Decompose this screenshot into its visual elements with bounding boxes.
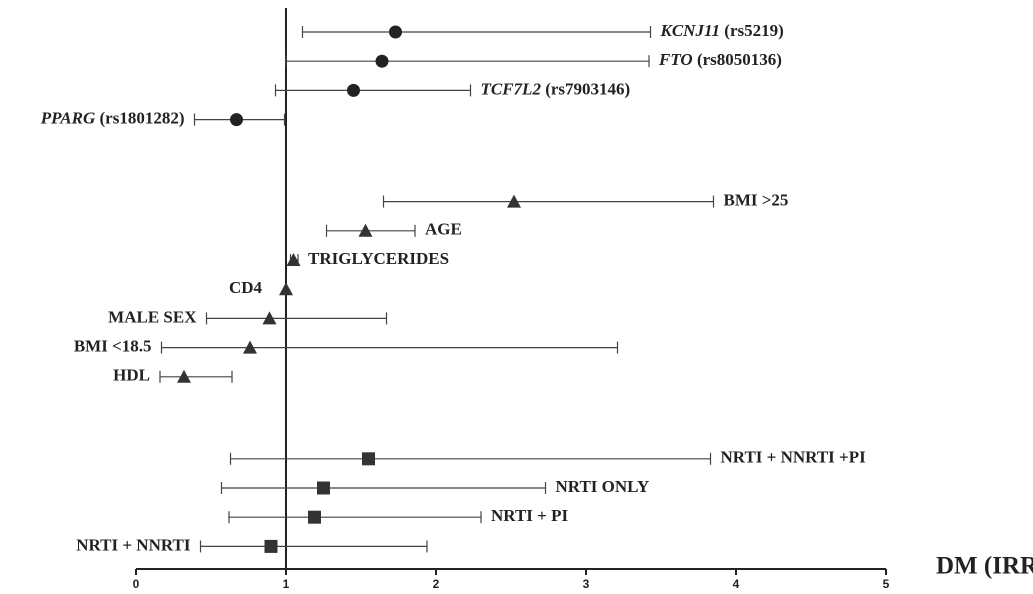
point-estimate — [375, 54, 389, 68]
variant: (rs7903146) — [545, 79, 630, 98]
x-axis-title: DM (IRR) — [936, 553, 1033, 580]
row-label: BMI <18.5 — [74, 337, 152, 356]
x-tick-label: 5 — [883, 577, 890, 591]
point-estimate — [362, 452, 375, 466]
x-tick-label: 4 — [733, 577, 740, 591]
x-tick-label: 3 — [583, 577, 590, 591]
point-estimate — [347, 83, 360, 97]
point-estimate — [243, 340, 257, 354]
gene-name: FTO — [658, 50, 693, 69]
point-estimate — [279, 282, 293, 296]
row-label: BMI >25 — [724, 191, 789, 210]
point-estimate — [507, 194, 521, 208]
variant: (rs8050136) — [697, 50, 782, 69]
row-label: AGE — [425, 220, 462, 239]
point-estimate — [308, 510, 321, 524]
gene-name: TCF7L2 — [481, 79, 542, 98]
point-estimate — [177, 369, 191, 383]
x-tick-label: 0 — [133, 577, 140, 591]
point-estimate — [264, 539, 278, 553]
row-label: NRTI + NNRTI — [76, 535, 191, 554]
variant: (rs5219) — [724, 21, 783, 40]
point-estimate — [358, 223, 373, 237]
point-estimate — [317, 481, 330, 495]
row-label: FTO (rs8050136) — [658, 50, 782, 69]
row-label: TCF7L2 (rs7903146) — [481, 79, 631, 98]
point-estimate — [230, 113, 243, 127]
row-label: HDL — [113, 366, 150, 385]
row-label: CD4 — [229, 278, 263, 297]
gene-name: PPARG — [40, 109, 96, 128]
row-label: NRTI + NNRTI +PI — [721, 448, 867, 467]
point-estimate — [262, 311, 277, 325]
row-label: NRTI + PI — [491, 506, 568, 525]
row-label: PPARG (rs1801282) — [40, 109, 185, 128]
variant: (rs1801282) — [100, 109, 185, 128]
row-label: NRTI ONLY — [556, 477, 650, 496]
gene-name: KCNJ11 — [660, 21, 721, 40]
point-estimate — [286, 253, 301, 266]
x-tick-label: 2 — [433, 577, 440, 591]
point-estimate — [389, 25, 402, 39]
row-label: MALE SEX — [108, 307, 197, 326]
row-label: TRIGLYCERIDES — [308, 249, 449, 268]
row-label: KCNJ11 (rs5219) — [660, 21, 784, 40]
x-tick-label: 1 — [283, 577, 290, 591]
